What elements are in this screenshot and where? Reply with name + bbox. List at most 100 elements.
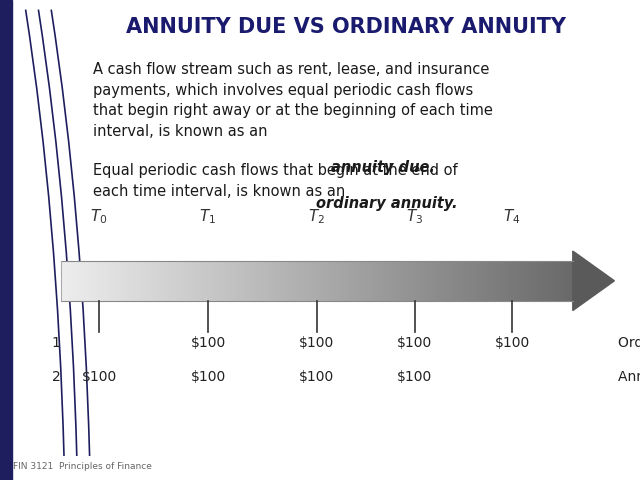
Bar <box>303 261 305 301</box>
Text: Ordinary annuity: Ordinary annuity <box>618 336 640 350</box>
Bar <box>380 261 382 301</box>
Bar <box>561 261 563 301</box>
Bar <box>409 261 412 301</box>
Bar <box>223 261 225 301</box>
Bar <box>252 261 254 301</box>
Bar <box>271 261 273 301</box>
Bar <box>467 261 469 301</box>
Bar <box>443 261 445 301</box>
Bar <box>447 261 449 301</box>
Text: FIN 3121  Principles of Finance: FIN 3121 Principles of Finance <box>13 462 152 471</box>
Bar <box>129 261 131 301</box>
Text: $T_3$: $T_3$ <box>406 207 423 226</box>
Bar <box>127 261 130 301</box>
Bar <box>95 261 97 301</box>
Bar <box>291 261 294 301</box>
Text: $100: $100 <box>190 370 226 384</box>
Bar <box>494 261 497 301</box>
Bar <box>332 261 335 301</box>
Bar <box>132 261 135 301</box>
Bar <box>422 261 425 301</box>
Text: ordinary annuity.: ordinary annuity. <box>316 196 457 211</box>
Bar <box>122 261 125 301</box>
Bar <box>281 261 284 301</box>
Bar <box>440 261 442 301</box>
Bar <box>442 261 444 301</box>
Bar <box>392 261 394 301</box>
Bar <box>206 261 208 301</box>
Bar <box>199 261 202 301</box>
Bar <box>388 261 391 301</box>
Bar <box>202 261 205 301</box>
Bar <box>570 261 572 301</box>
Bar <box>201 261 203 301</box>
Bar <box>568 261 570 301</box>
Bar <box>179 261 181 301</box>
Bar <box>488 261 490 301</box>
Bar <box>204 261 207 301</box>
Bar <box>235 261 237 301</box>
Bar <box>269 261 271 301</box>
Bar <box>194 261 196 301</box>
Bar <box>317 261 319 301</box>
Bar <box>76 261 79 301</box>
Bar <box>300 261 302 301</box>
Bar <box>119 261 121 301</box>
Bar <box>276 261 278 301</box>
Bar <box>99 261 100 301</box>
Bar <box>453 261 456 301</box>
Bar <box>381 261 384 301</box>
Bar <box>516 261 519 301</box>
Bar <box>431 261 433 301</box>
Bar <box>366 261 369 301</box>
Bar <box>286 261 289 301</box>
Bar <box>257 261 259 301</box>
Bar <box>348 261 350 301</box>
Bar <box>378 261 381 301</box>
Bar <box>325 261 328 301</box>
Bar <box>211 261 213 301</box>
Bar <box>315 261 317 301</box>
Text: $100: $100 <box>397 336 433 350</box>
Bar <box>71 261 74 301</box>
Bar <box>110 261 113 301</box>
Bar <box>539 261 541 301</box>
Text: $100: $100 <box>397 370 433 384</box>
Bar <box>319 261 321 301</box>
Bar <box>322 261 324 301</box>
Bar <box>419 261 422 301</box>
Bar <box>120 261 123 301</box>
Bar <box>114 261 116 301</box>
Bar <box>273 261 275 301</box>
Bar <box>64 261 67 301</box>
Bar <box>426 261 428 301</box>
Bar <box>146 261 148 301</box>
Bar <box>549 261 551 301</box>
Bar <box>421 261 423 301</box>
Bar <box>218 261 220 301</box>
Bar <box>278 261 280 301</box>
Bar <box>102 261 104 301</box>
Bar <box>498 261 500 301</box>
Bar <box>192 261 195 301</box>
Bar <box>312 261 314 301</box>
Bar <box>284 261 287 301</box>
Bar <box>293 261 295 301</box>
Bar <box>428 261 430 301</box>
Bar <box>337 261 340 301</box>
Bar <box>125 261 128 301</box>
Bar <box>207 261 210 301</box>
Bar <box>390 261 392 301</box>
Bar <box>463 261 466 301</box>
Bar <box>180 261 182 301</box>
Bar <box>84 261 87 301</box>
Bar <box>335 261 338 301</box>
Bar <box>143 261 145 301</box>
Bar <box>407 261 410 301</box>
Bar <box>243 261 246 301</box>
Bar <box>0 0 12 480</box>
Bar <box>245 261 248 301</box>
Bar <box>264 261 266 301</box>
Bar <box>66 261 68 301</box>
Bar <box>115 261 118 301</box>
